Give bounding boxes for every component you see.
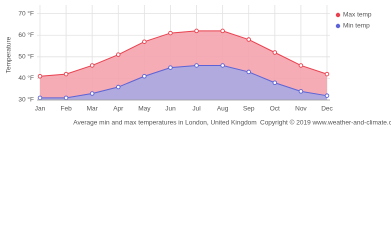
caption: Average min and max temperatures in Lond… [73,120,256,127]
marker [142,73,147,79]
marker [116,52,121,57]
x-tick-label: Jul [192,106,201,113]
x-tick-label: Jun [165,106,176,113]
marker [37,95,43,101]
marker [324,71,330,77]
legend-label: Max temp [343,12,372,19]
marker [37,73,43,79]
y-axis-title: Temperature [6,36,13,73]
x-tick-label: Oct [270,106,280,113]
marker [220,63,225,68]
copyright: Copyright © 2019 www.weather-and-climate… [260,119,391,127]
x-tick-label: May [138,106,151,113]
marker [63,71,69,77]
line [39,30,328,77]
marker [272,80,278,85]
marker [246,37,251,42]
legend-marker [335,12,341,18]
marker [142,39,147,44]
x-tick-label: Apr [113,106,124,113]
marker [272,50,278,55]
chart: Temperature Average min and max temperat… [6,5,391,127]
marker [246,69,251,75]
y-tick-label: 40 °F [18,74,34,82]
area-fill [40,65,327,100]
marker [63,95,69,101]
x-tick-label: Aug [217,106,229,113]
marker [194,63,199,68]
legend-marker [335,23,341,29]
marker [89,63,95,68]
y-tick-label: 70 °F [18,9,34,17]
y-tick-label: 60 °F [18,31,34,39]
marker [194,28,199,34]
x-tick-label: Dec [321,106,333,113]
x-tick-label: Sep [243,106,255,113]
x-tick-label: Mar [87,106,99,113]
marker [324,93,330,98]
marker [168,30,173,36]
x-tick-label: Nov [295,106,307,113]
x-tick-label: Jan [35,106,46,113]
marker [89,91,95,96]
marker [116,84,121,90]
x-tick-label: Feb [60,106,72,113]
line [40,64,328,99]
y-tick-label: 30 °F [18,96,34,104]
y-tick-label: 50 °F [18,53,34,61]
marker [298,89,304,94]
marker [220,28,225,34]
marker [168,65,173,70]
legend-label: Min temp [343,23,370,30]
marker [298,63,304,68]
